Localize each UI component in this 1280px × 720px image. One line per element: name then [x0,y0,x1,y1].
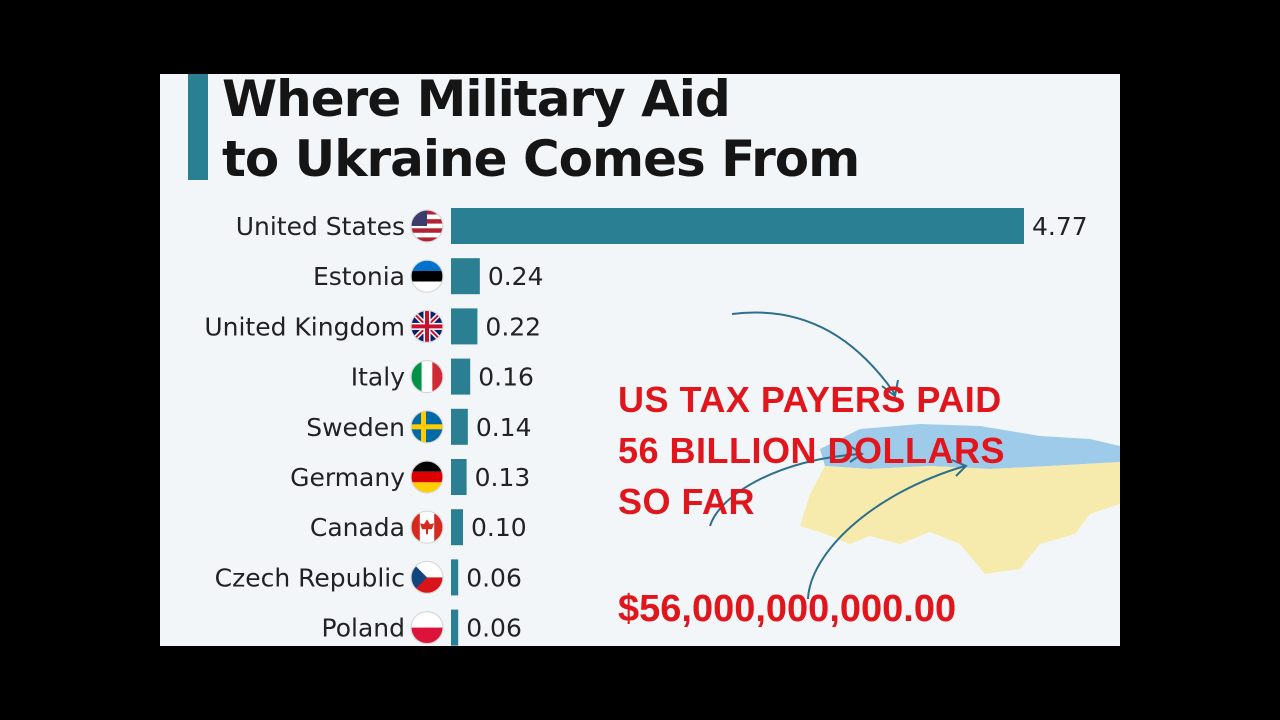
data-label: 0.06 [466,563,522,592]
title-accent-bar [188,74,208,180]
bar [451,208,1024,244]
category-label: United Kingdom [204,312,405,341]
estonia-flag-icon [411,260,443,293]
arrow-annotations [709,311,968,600]
bar [451,559,459,596]
data-label: 0.13 [475,463,531,492]
infographic-panel: Where Military Aid to Ukraine Comes From… [160,74,1120,646]
data-label: 0.16 [478,363,534,392]
ukraine-map-south [800,462,1120,574]
category-label: Poland [322,614,405,643]
category-label: Germany [290,463,405,492]
uk-flag-icon [411,310,443,343]
data-label: 4.77 [1032,212,1088,241]
overlay-line-2: 56 BILLION DOLLARS [618,430,1006,471]
bar [451,308,478,345]
bar-chart: United States 4.77 Estonia 0.24 United Kingd… [204,208,1120,646]
poland-flag-icon [411,611,443,644]
data-label: 0.24 [488,262,544,291]
data-label: 0.22 [485,312,541,341]
arrow-1 [731,311,896,395]
czech-flag-icon [411,561,443,594]
bar [451,509,464,546]
arrow-2 [709,453,861,527]
bar [451,459,467,495]
germany-flag-icon [411,461,443,493]
data-label: 0.14 [476,413,532,442]
category-label: Italy [351,363,405,392]
arrow-3 [807,465,966,600]
bar [451,358,471,395]
overlay-line-3: SO FAR [618,481,756,522]
arrow-3-head [951,459,968,477]
bar [451,609,459,646]
category-label: United States [236,212,405,241]
chart-title-line-2: to Ukraine Comes From [222,130,860,188]
bar [451,258,480,295]
sweden-flag-icon [411,410,443,443]
ukraine-map [800,424,1120,574]
data-label: 0.06 [466,614,522,643]
overlay-line-1: US TAX PAYERS PAID [618,379,1002,420]
canada-flag-icon [411,511,443,544]
bar [451,408,468,445]
ukraine-map-north [820,424,1120,469]
category-label: Sweden [306,413,405,442]
overlay-amount: $56,000,000,000.00 [618,588,957,630]
italy-flag-icon [411,360,443,393]
overlay-message: US TAX PAYERS PAID 56 BILLION DOLLARS SO… [618,374,1005,527]
category-label: Czech Republic [215,563,405,592]
arrow-2-head [849,445,864,463]
arrow-1-head [881,379,899,398]
chart-title-line-1: Where Military Aid [222,74,731,128]
category-label: Estonia [313,262,405,291]
data-label: 0.10 [471,513,527,542]
category-label: Canada [310,513,405,542]
